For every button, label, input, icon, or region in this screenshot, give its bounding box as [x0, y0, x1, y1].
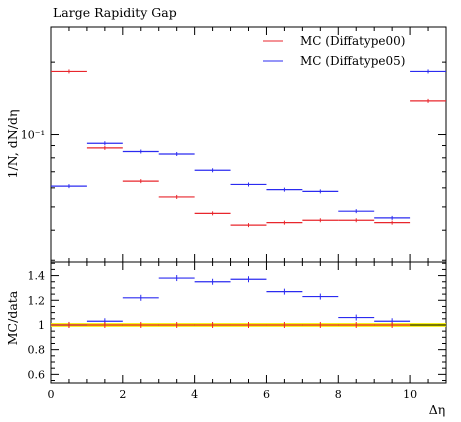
legend-label-diffatype00: MC (Diffatype00) [300, 34, 405, 48]
main-y-axis-label: 1/N, dN/dη [5, 110, 20, 179]
chart-title: Large Rapidity Gap [53, 5, 177, 20]
x-tick-label: 10 [403, 388, 417, 401]
x-axis-label: Δη [429, 402, 446, 417]
x-tick-label: 2 [119, 388, 126, 401]
ratio-panel-ticks: 0 2 4 6 8 10 0.6 0.8 1 1.2 1.4 [28, 262, 447, 401]
ratio-panel-series [51, 275, 411, 328]
x-tick-label: 0 [48, 388, 55, 401]
main-panel-series [51, 69, 446, 228]
ratio-y-tick-label: 1.2 [28, 294, 46, 307]
ratio-y-tick-label: 1.4 [28, 270, 46, 283]
ratio-y-tick-label: 0.6 [28, 368, 46, 381]
ratio-y-tick-label: 1 [38, 319, 45, 332]
x-tick-label: 6 [263, 388, 270, 401]
ratio-y-axis-label: MC/data [5, 290, 20, 345]
x-tick-label: 4 [191, 388, 198, 401]
x-tick-label: 8 [335, 388, 342, 401]
legend-label-diffatype05: MC (Diffatype05) [300, 54, 405, 68]
legend: MC (Diffatype00) MC (Diffatype05) [263, 34, 405, 68]
main-y-tick-label: 10⁻¹ [21, 129, 45, 142]
main-panel-ticks: 10⁻¹ [21, 27, 447, 262]
ratio-y-tick-label: 0.8 [28, 344, 46, 357]
